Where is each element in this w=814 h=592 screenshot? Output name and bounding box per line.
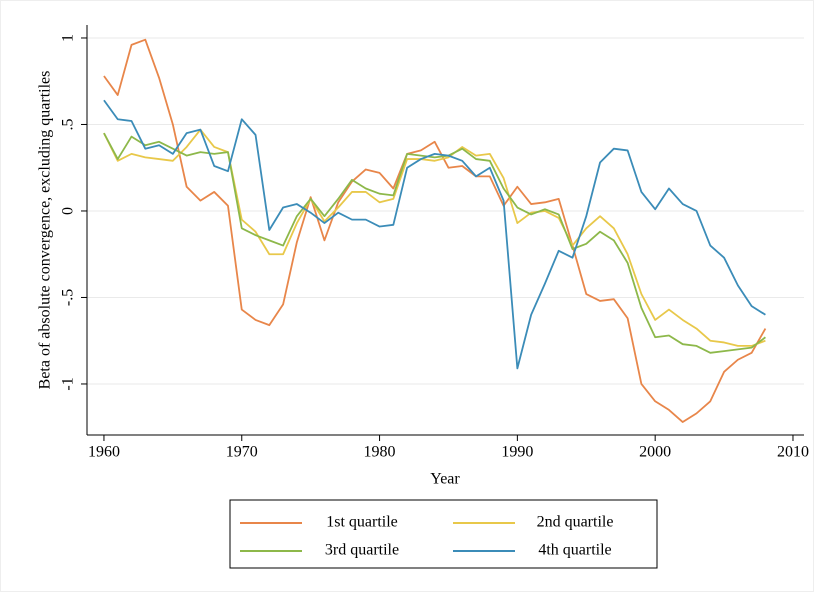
- y-tick-label: 0: [60, 207, 77, 215]
- y-tick-label: .5: [60, 118, 77, 130]
- x-tick-label: 1970: [226, 444, 258, 461]
- series-line: [103, 132, 766, 354]
- legend-label: 2nd quartile: [537, 514, 614, 531]
- legend-label: 1st quartile: [326, 514, 398, 531]
- series-line: [103, 99, 766, 370]
- x-tick-label: 2010: [777, 444, 809, 461]
- series-line: [103, 128, 766, 347]
- legend-box: [229, 499, 658, 569]
- series-line: [103, 38, 767, 423]
- x-tick-label: 1980: [364, 444, 396, 461]
- x-axis-title: Year: [430, 471, 460, 488]
- x-tick-label: 2000: [639, 444, 671, 461]
- legend-label: 4th quartile: [538, 542, 611, 559]
- y-tick-label: 1: [60, 34, 77, 42]
- legend-label: 3rd quartile: [325, 542, 399, 559]
- y-axis-title: Beta of absolute convergence, excluding …: [37, 71, 54, 390]
- x-tick-label: 1960: [88, 444, 120, 461]
- y-tick-label: -1: [60, 377, 77, 390]
- y-tick-label: -.5: [60, 289, 77, 306]
- x-tick-label: 1990: [501, 444, 533, 461]
